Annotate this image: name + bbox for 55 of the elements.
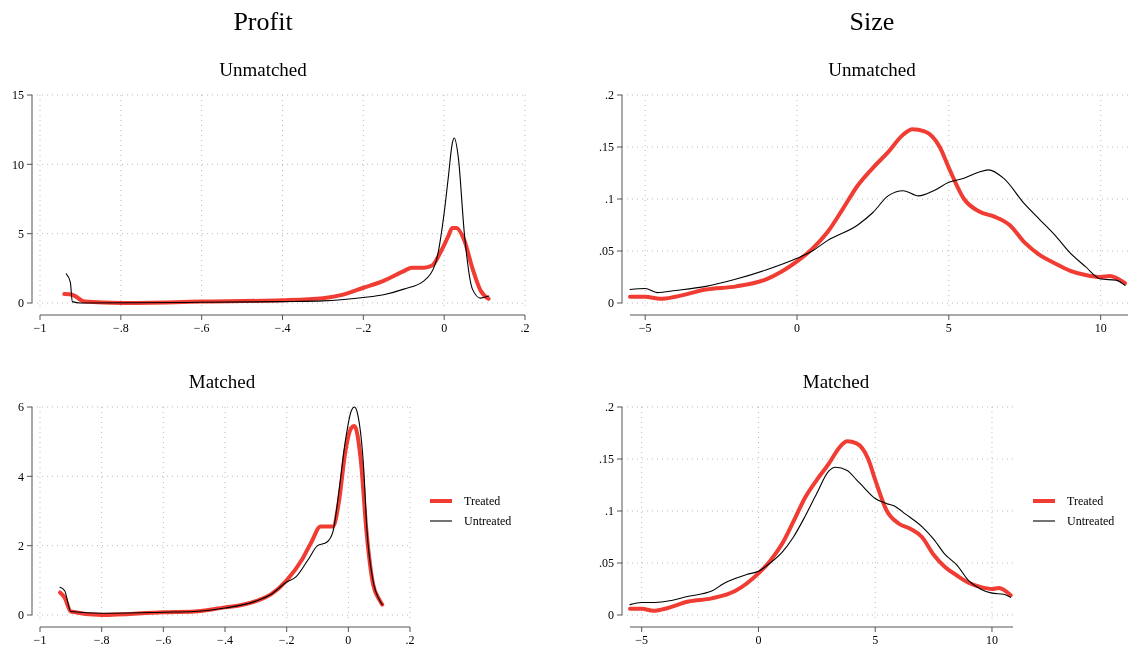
y-tick-label: 0 xyxy=(608,608,614,623)
chart-title: Size xyxy=(849,7,895,36)
y-tick-label: .15 xyxy=(599,140,614,155)
y-tick-label: 0 xyxy=(18,608,24,623)
y-tick-label: .2 xyxy=(605,400,614,415)
y-tick-label: .05 xyxy=(599,556,614,571)
x-tick-label: −.8 xyxy=(112,321,129,335)
x-tick-label: .2 xyxy=(520,321,530,335)
y-tick-label: 0 xyxy=(608,296,614,311)
y-tick-label: 15 xyxy=(12,88,24,103)
y-tick-label: 6 xyxy=(18,400,24,415)
chart-title: Matched xyxy=(188,371,256,392)
legend-label: Untreated xyxy=(464,514,512,529)
line-series xyxy=(628,127,1127,301)
x-tick-label: 0 xyxy=(441,321,448,335)
y-tick-label: .1 xyxy=(605,504,614,519)
line-series xyxy=(628,439,1013,613)
x-tick-label: −.8 xyxy=(93,633,110,646)
y-tick-label: 10 xyxy=(12,157,24,172)
x-tick-label: −1 xyxy=(33,321,47,335)
y-tick-label: .1 xyxy=(605,192,614,207)
chart-title: Matched xyxy=(802,371,870,392)
line-series xyxy=(65,137,490,304)
x-tick-label: 0 xyxy=(794,321,801,335)
x-tick-label: 0 xyxy=(755,633,762,646)
legend-label: Untreated xyxy=(1067,514,1115,529)
x-tick-label: −.2 xyxy=(278,633,295,646)
x-tick-label: −.6 xyxy=(193,321,210,335)
y-tick-label: 4 xyxy=(18,469,24,484)
chart-subtitle: Unmatched xyxy=(828,59,917,80)
legend-label: Treated xyxy=(464,494,501,509)
line-series xyxy=(629,466,1012,606)
y-tick-label: 5 xyxy=(18,226,24,241)
y-tick-label: 0 xyxy=(18,296,24,311)
x-tick-label: 10 xyxy=(985,633,998,646)
x-tick-label: −5 xyxy=(638,321,652,335)
chart-title: Profit xyxy=(233,7,294,36)
x-tick-label: −.2 xyxy=(355,321,372,335)
y-tick-label: 2 xyxy=(18,538,24,553)
x-tick-label: .2 xyxy=(405,633,415,646)
x-tick-label: −.6 xyxy=(155,633,172,646)
y-tick-label: .05 xyxy=(599,244,614,259)
y-tick-label: .2 xyxy=(605,88,614,103)
x-tick-label: −.4 xyxy=(217,633,233,646)
x-tick-label: 5 xyxy=(945,321,952,335)
x-tick-label: 5 xyxy=(872,633,879,646)
x-tick-label: −5 xyxy=(635,633,649,646)
chart-subtitle: Unmatched xyxy=(219,59,308,80)
line-series xyxy=(629,169,1126,294)
x-tick-label: 10 xyxy=(1094,321,1107,335)
x-tick-label: −.4 xyxy=(274,321,291,335)
x-tick-label: −1 xyxy=(33,633,47,646)
y-tick-label: .15 xyxy=(599,452,614,467)
x-tick-label: 0 xyxy=(345,633,352,646)
legend-label: Treated xyxy=(1067,494,1104,509)
